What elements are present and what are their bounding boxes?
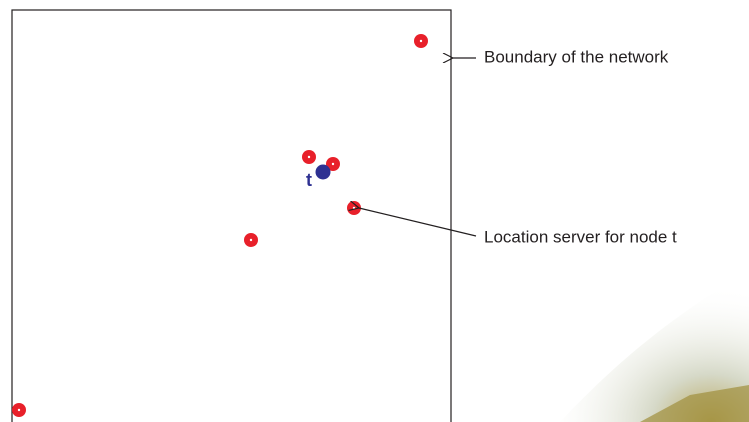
node-label: t <box>306 170 312 190</box>
location-server-node <box>347 201 361 215</box>
node <box>12 403 26 417</box>
background-photo <box>560 270 749 422</box>
background-photo-detail <box>640 385 749 422</box>
node <box>302 150 316 164</box>
node <box>244 233 258 247</box>
arrow <box>359 208 477 237</box>
node <box>414 34 428 48</box>
location-server-annotation: Location server for node t <box>484 227 677 246</box>
nodes <box>12 34 428 417</box>
target-node <box>315 164 331 180</box>
network-boundary <box>11 9 452 422</box>
node <box>326 157 340 171</box>
boundary-annotation: Boundary of the network <box>484 47 669 66</box>
